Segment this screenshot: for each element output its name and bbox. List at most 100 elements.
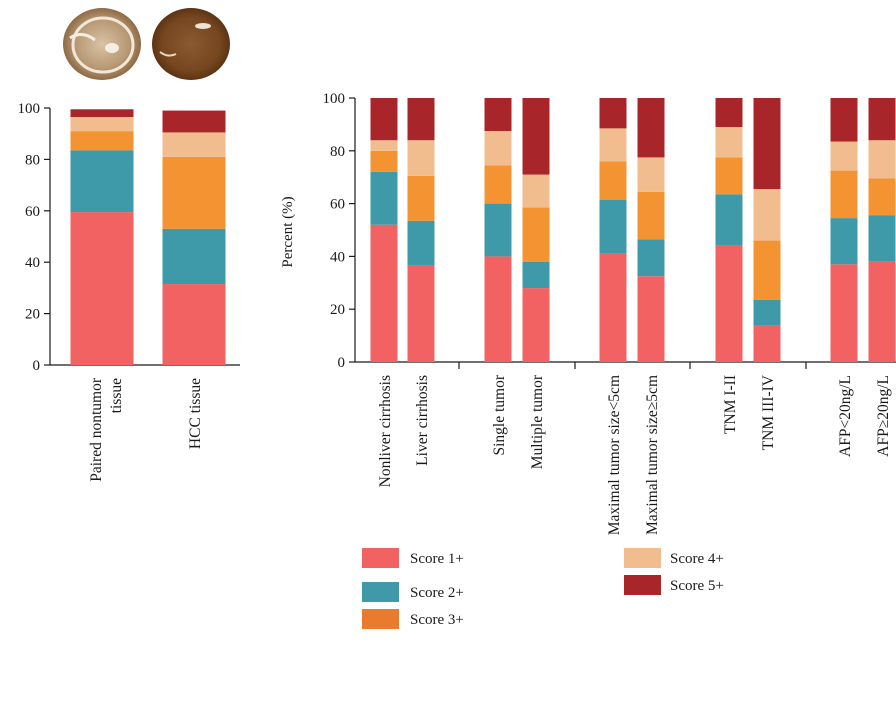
bar-multiple-tumor-score1 [522,288,550,362]
legend-label-score4: Score 4+ [670,551,724,567]
bar-afp-20ng-l-score1 [868,261,896,362]
bar-liver-cirrhosis-score2 [407,220,435,266]
bar-nonliver-cirrhosis-score1 [370,224,398,362]
bar-maximal-tumor-size-5cm-score2 [599,199,627,254]
bar-hcc-tissue-score2 [162,228,226,285]
bar-paired-nontumor-tissue-score3 [70,131,134,151]
y-tick-label: 40 [330,249,345,265]
y-tick-label: 20 [330,302,345,318]
legend-label-score1: Score 1+ [410,551,464,567]
tissue-image-nontumor [63,8,141,80]
x-tick-label-single-tumor: Single tumor [491,374,508,455]
bar-afp-20ng-l-score5 [830,98,858,142]
bar-maximal-tumor-size-5cm-score4 [637,157,665,192]
tissue-image-hcc [152,8,230,80]
y-tick-label: 0 [33,358,41,374]
legend-label-score2: Score 2+ [410,585,464,601]
bar-hcc-tissue-score3 [162,156,226,229]
bar-multiple-tumor-score3 [522,207,550,262]
right-chart: 0 20 40 60 80 100 Nonliver cirrhosis Liver cirr… [323,91,896,535]
legend-swatch-score5 [624,575,661,595]
legend-swatch-score1 [362,548,399,568]
bar-multiple-tumor-score5 [522,98,550,175]
bar-afp-20ng-l-score3 [830,170,858,219]
y-tick-label: 60 [25,204,40,220]
bar-nonliver-cirrhosis-score4 [370,140,398,151]
bar-tnm-iii-iv-score1 [753,325,781,362]
bar-maximal-tumor-size-5cm-score4 [599,128,627,162]
left-chart: 0 20 40 60 80 100 Paired nontumor tissue HCC tis… [18,101,240,482]
x-tick-label-paired-nontumor-tissue: Paired nontumor tissue [88,377,125,482]
bar-nonliver-cirrhosis-score5 [370,98,398,141]
bar-tnm-iii-iv-score2 [753,299,781,326]
y-tick-label: 80 [330,144,345,160]
bar-maximal-tumor-size-5cm-score3 [637,191,665,240]
y-tick-label: 60 [330,197,345,213]
y-axis-title: Percent (%) [280,196,296,267]
bar-single-tumor-score1 [484,256,512,362]
x-tick-label-hcc-tissue: HCC tissue [187,378,204,449]
bar-afp-20ng-l-score3 [868,178,896,216]
bar-maximal-tumor-size-5cm-score5 [599,98,627,129]
x-tick-label-tnm-iii-iv: TNM III-IV [760,374,777,450]
bar-tnm-i-ii-score1 [715,245,743,362]
y-tick-label: 0 [338,355,346,371]
bar-tnm-i-ii-score5 [715,98,743,128]
legend-swatch-score3 [362,609,399,629]
x-tick-label-nonliver-cirrhosis: Nonliver cirrhosis [377,375,394,487]
bar-afp-20ng-l-score4 [830,141,858,171]
bar-maximal-tumor-size-5cm-score1 [637,276,665,362]
bar-paired-nontumor-tissue-score5 [70,109,134,117]
bar-liver-cirrhosis-score3 [407,175,435,221]
bar-single-tumor-score2 [484,203,512,257]
bar-single-tumor-score4 [484,131,512,166]
bar-single-tumor-score3 [484,165,512,204]
x-tick-label-afp-20ng-l: AFP<20ng/L [837,375,854,457]
x-tick-label-maximal-tumor-size-5cm: Maximal tumor size<5cm [606,375,623,535]
bar-afp-20ng-l-score2 [830,218,858,265]
y-tick-label: 40 [25,255,40,271]
bar-maximal-tumor-size-5cm-score1 [599,253,627,362]
x-tick-label-tnm-i-ii: TNM I-II [722,375,739,434]
bar-afp-20ng-l-score5 [868,98,896,141]
bar-tnm-i-ii-score4 [715,127,743,158]
bar-tnm-iii-iv-score4 [753,189,781,241]
y-tick-label: 80 [25,152,40,168]
legend-swatch-score2 [362,582,399,602]
legend-label-score3: Score 3+ [410,612,464,628]
bar-maximal-tumor-size-5cm-score3 [599,161,627,200]
x-tick-label-afp-20ng-l: AFP≥20ng/L [875,375,892,457]
bar-hcc-tissue-score4 [162,132,226,157]
x-tick-label-liver-cirrhosis: Liver cirrhosis [414,375,431,466]
legend-swatch-score4 [624,548,661,568]
bar-afp-20ng-l-score4 [868,140,896,179]
bar-afp-20ng-l-score1 [830,264,858,362]
y-tick-label: 100 [18,101,41,117]
bar-liver-cirrhosis-score4 [407,140,435,176]
bar-tnm-i-ii-score3 [715,157,743,195]
y-tick-label: 100 [323,91,346,107]
bar-single-tumor-score5 [484,98,512,131]
bar-paired-nontumor-tissue-score2 [70,150,134,213]
bar-multiple-tumor-score4 [522,174,550,208]
bar-hcc-tissue-score5 [162,110,226,133]
bar-liver-cirrhosis-score1 [407,265,435,362]
legend: Score 1+ Score 2+ Score 3+ Score 4+ Scor… [362,548,724,629]
x-tick-label-multiple-tumor: Multiple tumor [529,374,546,469]
bar-paired-nontumor-tissue-score1 [70,212,134,365]
y-tick-label: 20 [25,307,40,323]
bar-hcc-tissue-score1 [162,284,226,365]
x-tick-label-maximal-tumor-size-5cm: Maximal tumor size≥5cm [644,375,661,535]
bar-multiple-tumor-score2 [522,261,550,289]
bar-maximal-tumor-size-5cm-score2 [637,239,665,277]
bar-maximal-tumor-size-5cm-score5 [637,98,665,158]
bar-liver-cirrhosis-score5 [407,98,435,141]
bar-tnm-i-ii-score2 [715,194,743,246]
bar-tnm-iii-iv-score3 [753,240,781,300]
legend-label-score5: Score 5+ [670,578,724,594]
bar-afp-20ng-l-score2 [868,215,896,262]
bar-nonliver-cirrhosis-score2 [370,171,398,225]
bar-nonliver-cirrhosis-score3 [370,150,398,172]
